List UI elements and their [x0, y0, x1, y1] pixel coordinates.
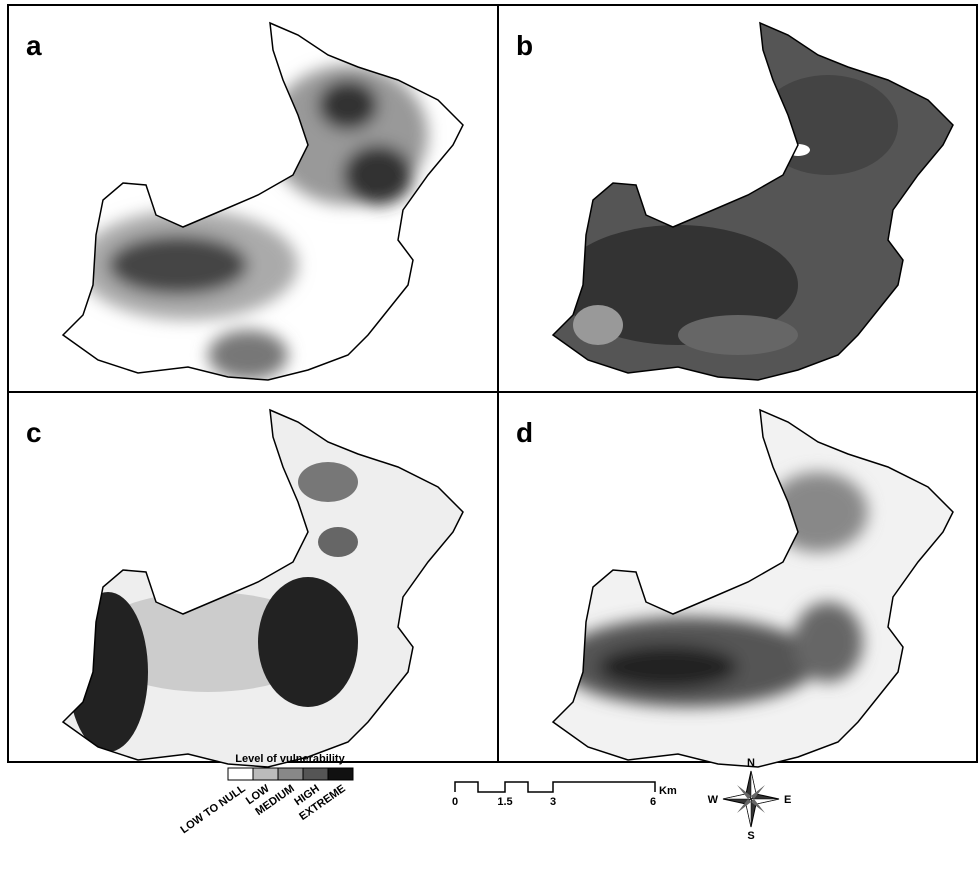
- scale-tick: 0: [452, 796, 458, 808]
- map-a: a: [26, 23, 463, 380]
- map-c: c: [26, 410, 463, 767]
- compass-n: N: [747, 757, 755, 769]
- swatch: [278, 768, 303, 780]
- scale-bar: 0 1.5 3 6 Km: [452, 782, 677, 808]
- panel-label: d: [516, 417, 533, 448]
- map-b: b: [516, 23, 953, 380]
- swatch: [328, 768, 353, 780]
- panel-label: c: [26, 417, 42, 448]
- scale-tick: 3: [550, 796, 556, 808]
- swatch: [303, 768, 328, 780]
- scale-unit: Km: [659, 785, 677, 797]
- figure: a b c d Level of vulnerability LOW TO NU…: [0, 0, 979, 895]
- compass-e: E: [784, 794, 791, 806]
- scale-tick: 1.5: [497, 796, 512, 808]
- scale-tick: 6: [650, 796, 656, 808]
- swatch: [253, 768, 278, 780]
- legend-label: LOW TO NULL: [178, 782, 248, 836]
- compass-w: W: [708, 794, 719, 806]
- legend-title: Level of vulnerability: [235, 753, 345, 765]
- swatch: [228, 768, 253, 780]
- panel-label: a: [26, 30, 42, 61]
- panel-label: b: [516, 30, 533, 61]
- compass: N S E W: [708, 757, 792, 842]
- compass-s: S: [747, 830, 754, 842]
- map-d: d: [516, 410, 953, 767]
